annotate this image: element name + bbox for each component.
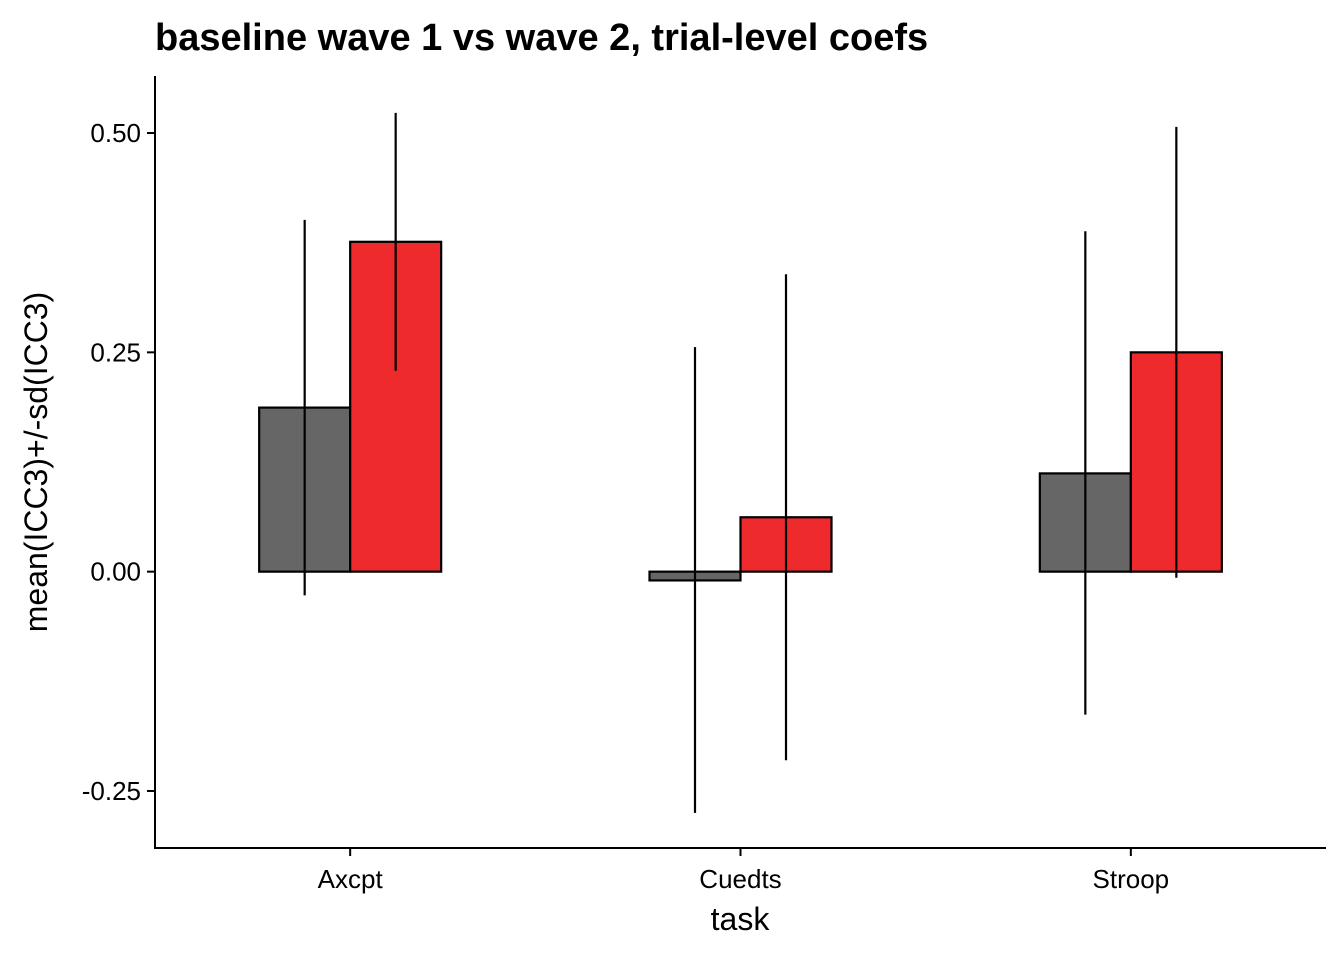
- x-tick-label: Axcpt: [318, 864, 384, 894]
- x-ticks: Axcpt Cuedts Stroop: [318, 848, 1169, 894]
- y-axis-label: mean(ICC3)+/-sd(ICC3): [18, 292, 54, 633]
- y-tick-label: -0.25: [82, 776, 141, 806]
- x-tick-label: Stroop: [1093, 864, 1170, 894]
- y-ticks: -0.25 0.00 0.25 0.50: [82, 118, 155, 806]
- errorbars-layer: [303, 112, 1178, 813]
- y-tick-label: 0.00: [90, 557, 141, 587]
- y-tick-label: 0.50: [90, 118, 141, 148]
- x-tick-label: Cuedts: [699, 864, 781, 894]
- chart-title: baseline wave 1 vs wave 2, trial-level c…: [155, 17, 928, 59]
- x-axis-label: task: [711, 901, 771, 937]
- bars-layer: [258, 240, 1223, 582]
- y-tick-label: 0.25: [90, 337, 141, 367]
